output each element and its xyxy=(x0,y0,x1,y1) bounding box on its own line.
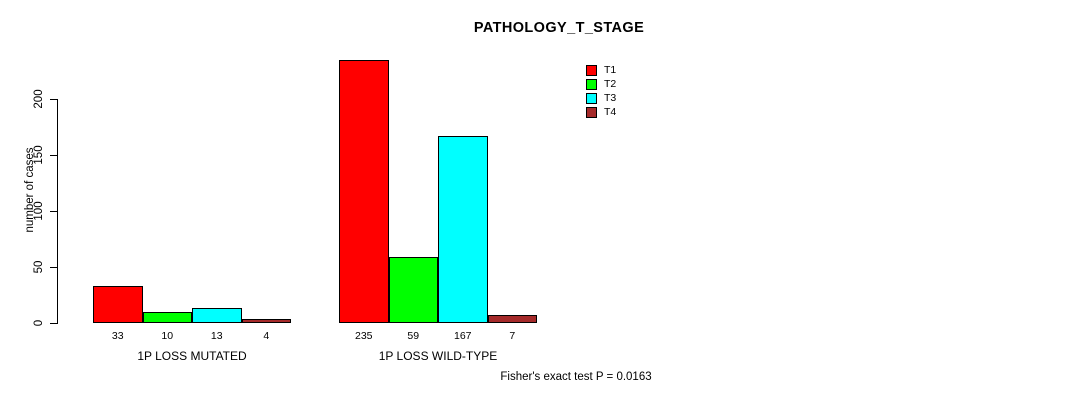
legend-label-t4: T4 xyxy=(604,105,617,118)
bar-t2-group2 xyxy=(388,256,438,323)
legend: T1 T2 T3 T4 xyxy=(586,63,616,119)
legend-label-t1: T1 xyxy=(604,63,617,76)
bar-t3-group2 xyxy=(438,135,488,323)
legend-item-t4: T4 xyxy=(586,105,616,119)
legend-swatch-t4 xyxy=(586,106,597,118)
y-tick xyxy=(50,323,57,324)
y-tick xyxy=(50,99,57,100)
bar-t1-group1 xyxy=(93,286,143,323)
fisher-test-annotation: Fisher's exact test P = 0.0163 xyxy=(500,371,652,383)
category-label: 1P LOSS MUTATED xyxy=(137,349,247,363)
bar-count-label: 33 xyxy=(111,330,124,342)
y-tick xyxy=(50,211,57,212)
legend-item-t2: T2 xyxy=(586,77,616,91)
bar-count-label: 10 xyxy=(161,330,174,342)
legend-item-t3: T3 xyxy=(586,91,616,105)
bar-t4-group1 xyxy=(241,318,291,323)
y-tick-label: 150 xyxy=(33,145,45,165)
y-tick-label: 50 xyxy=(33,260,45,274)
y-tick xyxy=(50,155,57,156)
y-axis-line xyxy=(57,99,58,324)
legend-label-t2: T2 xyxy=(604,77,617,90)
category-label: 1P LOSS WILD-TYPE xyxy=(378,349,498,363)
y-tick-label: 200 xyxy=(33,89,45,109)
bar-count-label: 7 xyxy=(509,330,516,342)
y-tick-label: 0 xyxy=(33,319,45,327)
bar-t3-group1 xyxy=(192,308,242,323)
bar-count-label: 59 xyxy=(407,330,420,342)
chart-title: PATHOLOGY_T_STAGE xyxy=(473,20,645,36)
bar-t2-group1 xyxy=(142,311,192,323)
bar-count-label: 235 xyxy=(354,330,373,342)
bar-t1-group2 xyxy=(339,59,389,323)
legend-swatch-t2 xyxy=(586,78,597,90)
bar-t4-group2 xyxy=(487,315,537,323)
bar-count-label: 4 xyxy=(263,330,270,342)
legend-swatch-t1 xyxy=(586,64,597,76)
legend-label-t3: T3 xyxy=(604,91,617,104)
y-tick xyxy=(50,267,57,268)
legend-item-t1: T1 xyxy=(586,63,616,77)
bar-count-label: 167 xyxy=(453,330,472,342)
bar-count-label: 13 xyxy=(210,330,223,342)
y-tick-label: 100 xyxy=(33,201,45,221)
legend-swatch-t3 xyxy=(586,92,597,104)
